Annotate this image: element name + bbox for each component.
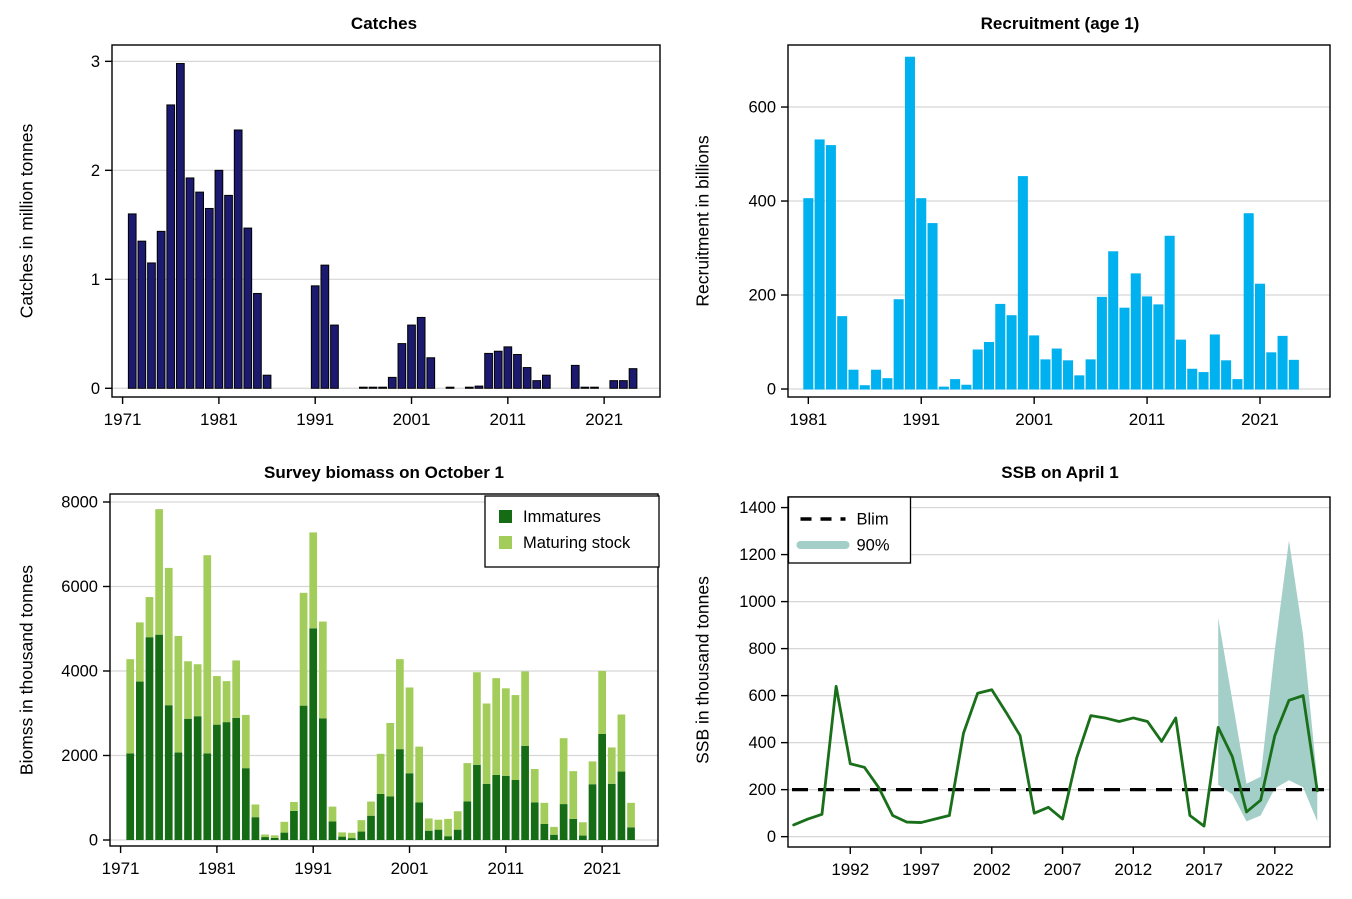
catches-panel: 0 1 2 3 1971 1981 1991 2001 2011 2021 Catches Cat… <box>0 0 676 449</box>
plot-border <box>111 44 661 398</box>
chart-title-recruitment: Recruitment (age 1) <box>980 14 1140 33</box>
survey-biomass-legend: Immatures Maturing stock <box>484 495 660 568</box>
x-tick-label: 1971 <box>104 410 142 429</box>
recruitment-bars <box>803 56 1299 390</box>
legend-label: Maturing stock <box>523 534 631 552</box>
x-tick-label: 2021 <box>1241 410 1279 429</box>
legend-swatch-maturing-stock <box>499 536 512 549</box>
x-tick-label: 2011 <box>490 410 527 429</box>
recruitment-plot: 0 200 400 600 1981 1991 2001 2011 2021 <box>748 44 1331 429</box>
chart-title-ssb: SSB on April 1 <box>1001 463 1119 482</box>
axis-ticks: 0 200 400 600 800 1000 1200 1400 1992 1997 2002 200… <box>739 499 1293 879</box>
survey-biomass-plot: 0 2000 4000 6000 8000 1971 1981 1991 2001 2011 202… <box>61 493 660 878</box>
confidence-band <box>1218 540 1318 822</box>
chart-title-survey-biomass: Survey biomass on October 1 <box>264 463 504 482</box>
x-tick-label: 2011 <box>1129 410 1166 429</box>
y-tick-label: 1400 <box>739 499 776 517</box>
y-tick-label: 600 <box>748 687 776 705</box>
plot-border <box>787 44 1331 398</box>
catches-plot: 0 1 2 3 1971 1981 1991 2001 2011 2021 <box>91 44 661 429</box>
y-tick-label: 2000 <box>61 747 98 765</box>
x-tick-label: 2021 <box>583 859 621 878</box>
x-tick-label: 2007 <box>1044 860 1082 879</box>
y-axis-label-recruitment: Recruitment in billions <box>692 135 713 307</box>
legend-label: Blim <box>857 511 889 529</box>
legend-label: Immatures <box>523 508 601 526</box>
x-tick-label: 2001 <box>393 410 431 429</box>
y-tick-label: 0 <box>767 828 776 846</box>
chart-title-catches: Catches <box>350 14 418 33</box>
y-tick-label: 1000 <box>739 593 776 611</box>
x-tick-label: 2017 <box>1185 860 1223 879</box>
y-tick-label: 200 <box>748 781 776 799</box>
y-tick-label: 4000 <box>61 662 98 680</box>
y-tick-label: 600 <box>748 99 776 117</box>
x-tick-label: 2012 <box>1114 860 1152 879</box>
x-tick-label: 2001 <box>391 859 429 878</box>
legend-box <box>787 496 912 564</box>
x-tick-label: 2002 <box>973 860 1011 879</box>
survey-biomass-panel: 0 2000 4000 6000 8000 1971 1981 1991 2001 2011 202… <box>0 449 676 899</box>
axis-ticks: 0 200 400 600 1981 1991 2001 2011 2021 <box>748 99 1278 429</box>
x-tick-label: 1992 <box>831 860 869 879</box>
x-tick-label: 2011 <box>488 859 525 878</box>
legend-label: 90% <box>857 537 890 555</box>
ssb-line <box>792 684 1319 828</box>
y-tick-label: 200 <box>748 287 776 305</box>
y-tick-label: 6000 <box>61 578 98 596</box>
y-tick-label: 400 <box>748 193 776 211</box>
y-tick-label: 0 <box>89 832 98 850</box>
y-axis-label-catches: Catches in million tonnes <box>16 123 37 319</box>
x-tick-label: 1981 <box>789 410 827 429</box>
legend-box <box>484 495 660 568</box>
x-tick-label: 1991 <box>296 410 334 429</box>
x-tick-label: 2021 <box>585 410 623 429</box>
ssb-plot: 0 200 400 600 800 1000 1200 1400 1992 1997 2002 200… <box>739 496 1331 879</box>
x-tick-label: 1981 <box>200 410 238 429</box>
axis-ticks: 0 1 2 3 1971 1981 1991 2001 2011 2021 <box>91 53 623 429</box>
ssb-panel: 0 200 400 600 800 1000 1200 1400 1992 1997 2002 200… <box>676 449 1352 899</box>
x-tick-label: 1991 <box>902 410 940 429</box>
y-tick-label: 3 <box>91 53 100 71</box>
x-tick-label: 1997 <box>902 860 940 879</box>
x-tick-label: 2022 <box>1256 860 1294 879</box>
y-axis-label-ssb: SSB in thousand tonnes <box>692 576 713 764</box>
y-tick-label: 1 <box>91 271 100 289</box>
catches-bars <box>127 63 638 389</box>
recruitment-panel: 0 200 400 600 1981 1991 2001 2011 2021 Recruitme… <box>676 0 1352 449</box>
y-axis-label-survey-biomass: Biomss in thousand tonnes <box>16 564 37 776</box>
y-tick-label: 1200 <box>739 546 776 564</box>
y-tick-label: 400 <box>748 734 776 752</box>
ssb-legend: Blim 90% <box>787 496 912 564</box>
axis-ticks: 0 2000 4000 6000 8000 1971 1981 1991 2001 2011 202… <box>61 493 621 878</box>
y-tick-label: 800 <box>748 640 776 658</box>
y-tick-label: 8000 <box>61 493 98 511</box>
x-tick-label: 2001 <box>1015 410 1053 429</box>
survey-biomass-bars <box>126 509 635 841</box>
x-tick-label: 1991 <box>294 859 332 878</box>
x-tick-label: 1981 <box>198 859 236 878</box>
legend-swatch-immatures <box>499 510 512 523</box>
y-tick-label: 0 <box>767 381 776 399</box>
plot-border <box>109 493 659 847</box>
x-tick-label: 1971 <box>102 859 140 878</box>
plot-border <box>787 496 1331 848</box>
y-tick-label: 0 <box>91 380 100 398</box>
y-tick-label: 2 <box>91 162 100 180</box>
